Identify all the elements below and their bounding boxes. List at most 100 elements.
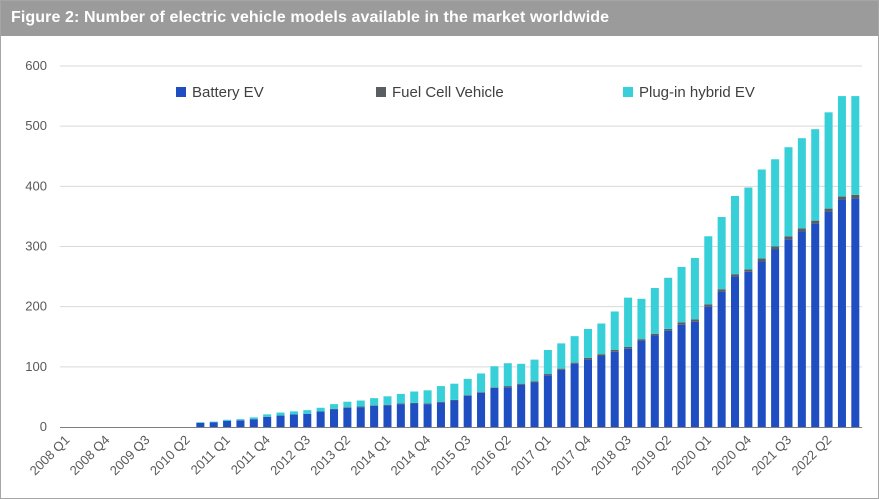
x-tick-label: 2022 Q2 (789, 432, 835, 478)
bar-segment (610, 311, 619, 350)
bar-segment (370, 398, 379, 406)
bar-segment (316, 411, 325, 427)
bar-segment (463, 395, 472, 396)
bar-segment (410, 402, 419, 404)
bar-segment (249, 417, 258, 420)
bar-segment (731, 274, 740, 277)
bar-segment (383, 405, 392, 427)
bar-segment (757, 258, 766, 262)
bar-segment (490, 387, 499, 427)
bar-segment (356, 406, 365, 408)
bar-segment (356, 400, 365, 407)
bar-segment (557, 343, 566, 369)
bar-segment (276, 412, 285, 416)
bar-segment (677, 322, 686, 325)
bar-segment (797, 228, 806, 232)
legend-label: Fuel Cell Vehicle (392, 84, 504, 101)
bar-segment (837, 199, 846, 427)
bar-segment (744, 187, 753, 270)
bar-segment (797, 231, 806, 427)
bar-segment (690, 319, 699, 322)
bar-segment (423, 403, 432, 405)
bar-segment (637, 339, 646, 341)
legend-swatch (376, 87, 386, 97)
bar-segment (543, 374, 552, 376)
bar-segment (423, 390, 432, 404)
y-tick-label: 300 (25, 239, 47, 254)
bar-segment (557, 369, 566, 427)
bar-segment (624, 346, 633, 349)
x-tick-label: 2018 Q3 (588, 432, 634, 478)
bar-segment (624, 297, 633, 347)
bar-segment (503, 387, 512, 427)
bar-segment (704, 306, 713, 427)
legend-swatch (176, 87, 186, 97)
x-tick-label: 2016 Q2 (468, 432, 514, 478)
bar-segment (530, 381, 539, 383)
bar-segment (263, 416, 272, 427)
bar-segment (824, 208, 833, 212)
bar-segment (410, 391, 419, 403)
bar-segment (196, 422, 205, 423)
bar-segment (396, 393, 405, 404)
bar-segment (771, 246, 780, 250)
bar-segment (570, 336, 579, 363)
bar-segment (410, 403, 419, 427)
bar-segment (530, 382, 539, 427)
bar-segment (717, 289, 726, 292)
bar-segment (637, 340, 646, 427)
bar-segment (650, 288, 659, 334)
bar-segment (330, 404, 339, 409)
bar-segment (771, 159, 780, 247)
bar-segment (690, 257, 699, 320)
x-tick-label: 2008 Q4 (67, 432, 113, 478)
bar-segment (356, 407, 365, 427)
bar-segment (276, 415, 285, 427)
bar-segment (570, 362, 579, 364)
bar-segment (717, 217, 726, 290)
bar-segment (223, 419, 232, 421)
bar-segment (396, 403, 405, 405)
figure-title-bar: Figure 2: Number of electric vehicle mod… (1, 1, 878, 36)
bar-segment (610, 351, 619, 427)
bar-segment (837, 196, 846, 200)
bar-segment (731, 195, 740, 275)
bar-segment (330, 409, 339, 427)
bar-segment (744, 269, 753, 272)
bar-segment (543, 375, 552, 427)
y-tick-label: 600 (25, 58, 47, 73)
bar-segment (851, 194, 860, 199)
bar-segment (744, 271, 753, 427)
bar-segment (343, 407, 352, 408)
figure-title: Figure 2: Number of electric vehicle mod… (11, 9, 610, 26)
bar-segment (811, 220, 820, 224)
bar-segment (771, 249, 780, 427)
bar-segment (223, 420, 232, 427)
bar-segment (704, 304, 713, 307)
y-tick-label: 100 (25, 359, 47, 374)
bar-segment (690, 321, 699, 427)
x-tick-label: 2020 Q1 (668, 432, 714, 478)
bar-segment (450, 400, 459, 427)
bar-segment (731, 276, 740, 427)
bar-segment (583, 328, 592, 358)
bar-segment (477, 373, 486, 393)
x-tick-label: 2015 Q3 (428, 432, 474, 478)
y-tick-label: 200 (25, 299, 47, 314)
bar-segment (597, 354, 606, 357)
bar-segment (303, 413, 312, 427)
x-tick-label: 2013 Q2 (307, 432, 353, 478)
bar-segment (463, 395, 472, 427)
bar-segment (664, 277, 673, 329)
legend-swatch (623, 87, 633, 97)
bar-segment (583, 359, 592, 427)
bar-segment (637, 298, 646, 340)
bar-segment (503, 386, 512, 388)
bar-segment (704, 236, 713, 305)
bar-segment (583, 357, 592, 360)
bar-segment (664, 328, 673, 331)
bar-segment (436, 401, 445, 403)
bar-segment (597, 356, 606, 427)
bar-segment (423, 404, 432, 427)
bar-segment (370, 405, 379, 406)
